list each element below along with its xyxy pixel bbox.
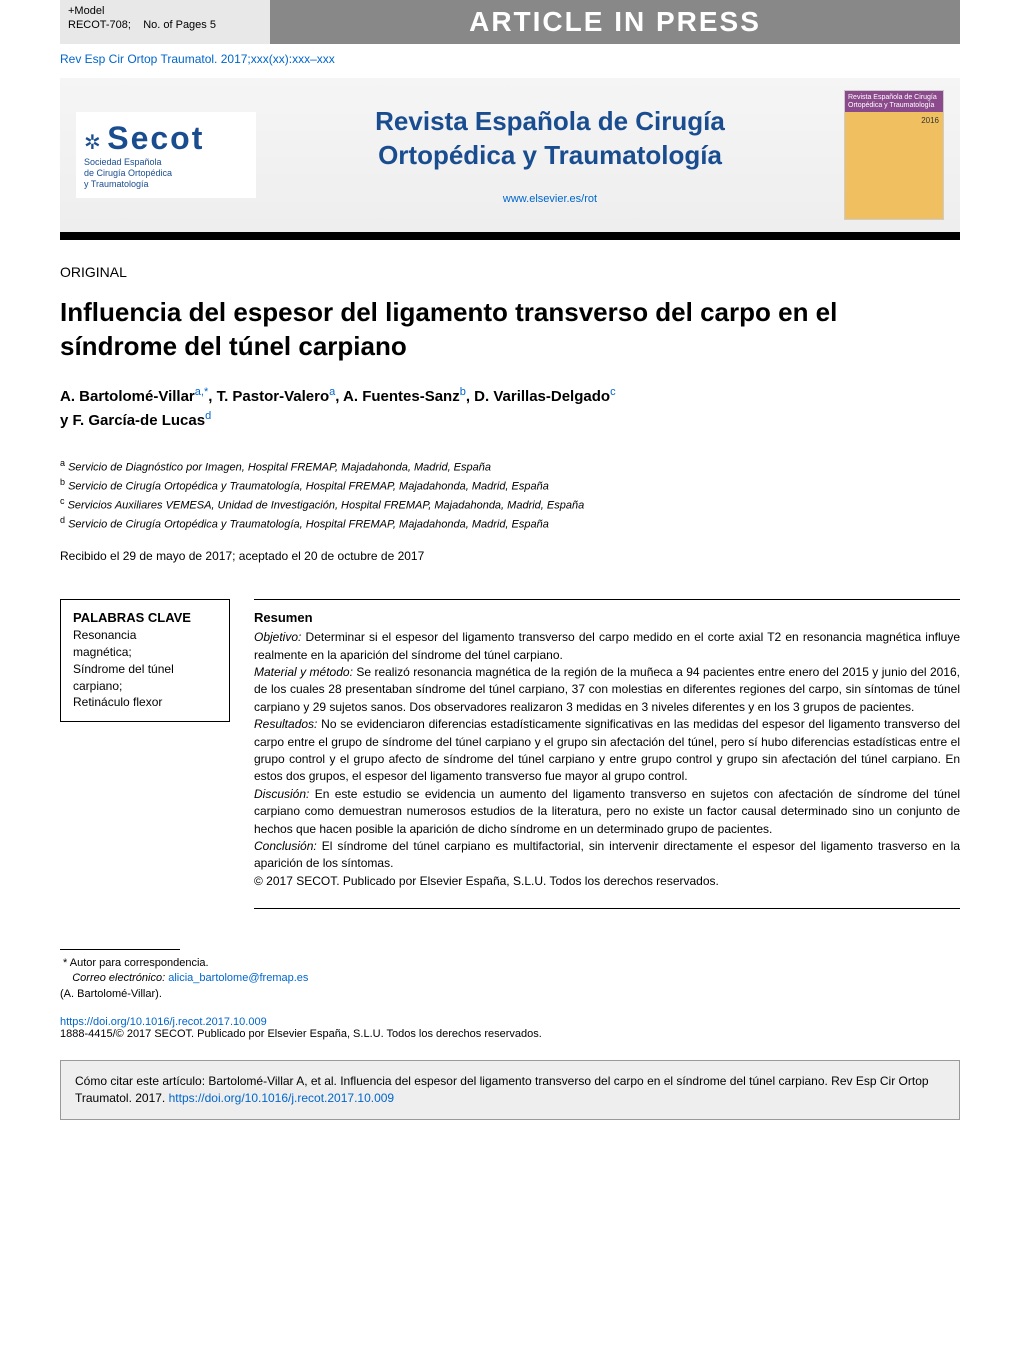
author-5: F. García-de Lucas — [73, 412, 206, 429]
conclusion-text: El síndrome del túnel carpiano es multif… — [254, 839, 960, 870]
model-info: +Model RECOT-708; No. of Pages 5 — [60, 0, 270, 44]
abstract-text: Objetivo: Determinar si el espesor del l… — [254, 629, 960, 890]
cover-year: 2016 — [849, 116, 939, 125]
affiliations: a Servicio de Diagnóstico por Imagen, Ho… — [60, 457, 960, 534]
material-label: Material y método: — [254, 665, 353, 679]
author-5-prefix: y — [60, 412, 73, 429]
model-ref: RECOT-708; — [68, 19, 131, 31]
abstract-heading: Resumen — [254, 610, 960, 625]
article-title: Influencia del espesor del ligamento tra… — [60, 296, 960, 364]
author-5-affil: d — [205, 410, 211, 422]
article-dates: Recibido el 29 de mayo de 2017; aceptado… — [60, 549, 960, 563]
journal-url-link[interactable]: www.elsevier.es/rot — [256, 193, 844, 205]
affiliation-c-text: Servicios Auxiliares VEMESA, Unidad de I… — [68, 500, 585, 512]
abstract-bottom-rule — [254, 908, 960, 909]
article-in-press-banner: ARTICLE IN PRESS — [270, 0, 960, 44]
issn-copyright: 1888-4415/© 2017 SECOT. Publicado por El… — [60, 1028, 960, 1040]
author-1-affil: a, — [195, 386, 204, 398]
corresponding-email-link[interactable]: alicia_bartolome@fremap.es — [168, 972, 308, 984]
top-bar: +Model RECOT-708; No. of Pages 5 ARTICLE… — [60, 0, 960, 44]
header-divider-bar — [60, 232, 960, 240]
corresponding-label: Autor para correspondencia. — [70, 957, 209, 969]
secot-logo-box: ✲ Secot Sociedad Españolade Cirugía Orto… — [76, 112, 256, 197]
material-text: Se realizó resonancia magnética de la re… — [254, 665, 960, 714]
citation-box: Cómo citar este artículo: Bartolomé-Vill… — [60, 1060, 960, 1120]
keywords-column: PALABRAS CLAVE Resonanciamagnética;Síndr… — [60, 599, 230, 909]
doi-link[interactable]: https://doi.org/10.1016/j.recot.2017.10.… — [60, 1016, 960, 1028]
objetivo-label: Objetivo: — [254, 630, 301, 644]
discusion-label: Discusión: — [254, 787, 309, 801]
doi-anchor[interactable]: https://doi.org/10.1016/j.recot.2017.10.… — [60, 1016, 267, 1028]
corresponding-name: (A. Bartolomé-Villar). — [60, 987, 960, 1002]
author-1: A. Bartolomé-Villar — [60, 388, 195, 405]
conclusion-label: Conclusión: — [254, 839, 317, 853]
author-4: , D. Varillas-Delgado — [466, 388, 610, 405]
author-3: , A. Fuentes-Sanz — [335, 388, 459, 405]
pages-label: No. of Pages 5 — [143, 19, 216, 31]
affiliation-d-text: Servicio de Cirugía Ortopédica y Traumat… — [68, 519, 549, 531]
corresponding-footnote: * Autor para correspondencia. — [60, 956, 960, 971]
keywords-list: Resonanciamagnética;Síndrome del túnelca… — [73, 627, 217, 711]
citation-line: Rev Esp Cir Ortop Traumatol. 2017;xxx(xx… — [60, 52, 960, 66]
affiliation-b: b Servicio de Cirugía Ortopédica y Traum… — [60, 476, 960, 495]
journal-title-line2: Ortopédica y Traumatología — [256, 139, 844, 173]
journal-header: ✲ Secot Sociedad Españolade Cirugía Orto… — [60, 78, 960, 232]
affiliation-b-text: Servicio de Cirugía Ortopédica y Traumat… — [68, 480, 549, 492]
objetivo-text: Determinar si el espesor del ligamento t… — [254, 630, 960, 661]
footer-block: * Autor para correspondencia. Correo ele… — [60, 949, 960, 1120]
journal-cover-thumbnail: Revista Española de Cirugía Ortopédica y… — [844, 90, 944, 220]
affiliation-a-text: Servicio de Diagnóstico por Imagen, Hosp… — [68, 461, 491, 473]
email-footnote: Correo electrónico: alicia_bartolome@fre… — [60, 971, 960, 986]
cover-thumb-title: Revista Española de Cirugía Ortopédica y… — [845, 91, 943, 112]
journal-title-box: Revista Española de Cirugía Ortopédica y… — [256, 105, 844, 205]
discusion-text: En este estudio se evidencia un aumento … — [254, 787, 960, 836]
keywords-box: PALABRAS CLAVE Resonanciamagnética;Síndr… — [60, 599, 230, 722]
author-4-affil: c — [610, 386, 616, 398]
abstract-column: Resumen Objetivo: Determinar si el espes… — [254, 599, 960, 909]
section-type: ORIGINAL — [60, 264, 960, 280]
secot-star-icon: ✲ — [84, 130, 101, 155]
affiliation-c: c Servicios Auxiliares VEMESA, Unidad de… — [60, 495, 960, 514]
email-label: Correo electrónico: — [72, 972, 165, 984]
keywords-heading: PALABRAS CLAVE — [73, 610, 217, 625]
resultados-label: Resultados: — [254, 717, 317, 731]
journal-title-line1: Revista Española de Cirugía — [256, 105, 844, 139]
abstract-copyright: © 2017 SECOT. Publicado por Elsevier Esp… — [254, 874, 719, 888]
resultados-text: No se evidenciaron diferencias estadísti… — [254, 717, 960, 783]
secot-logo-subtitle: Sociedad Españolade Cirugía Ortopédicay … — [84, 157, 248, 189]
affiliation-a: a Servicio de Diagnóstico por Imagen, Ho… — [60, 457, 960, 476]
authors-list: A. Bartolomé-Villara,*, T. Pastor-Valero… — [60, 384, 960, 433]
abstract-block: PALABRAS CLAVE Resonanciamagnética;Síndr… — [60, 587, 960, 909]
author-2: , T. Pastor-Valero — [208, 388, 329, 405]
secot-logo-text: Secot — [107, 120, 204, 156]
footnote-rule — [60, 949, 180, 950]
citation-box-doi-link[interactable]: https://doi.org/10.1016/j.recot.2017.10.… — [169, 1091, 395, 1105]
model-label: +Model — [68, 4, 262, 18]
cover-thumb-body: 2016 — [845, 112, 943, 129]
affiliation-d: d Servicio de Cirugía Ortopédica y Traum… — [60, 514, 960, 533]
